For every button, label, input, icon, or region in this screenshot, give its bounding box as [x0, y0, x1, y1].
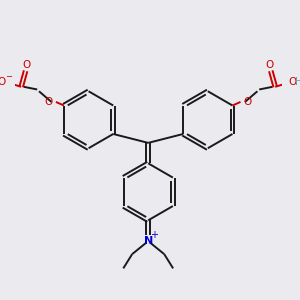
Text: O: O [22, 60, 31, 70]
Text: O: O [288, 77, 296, 87]
Text: +: + [150, 230, 158, 240]
Text: −: − [5, 73, 12, 82]
Text: O: O [266, 60, 274, 70]
Text: O: O [0, 77, 6, 87]
Text: O: O [244, 97, 252, 107]
Text: H: H [296, 77, 300, 87]
Text: O: O [45, 97, 53, 107]
Text: N: N [144, 236, 153, 246]
